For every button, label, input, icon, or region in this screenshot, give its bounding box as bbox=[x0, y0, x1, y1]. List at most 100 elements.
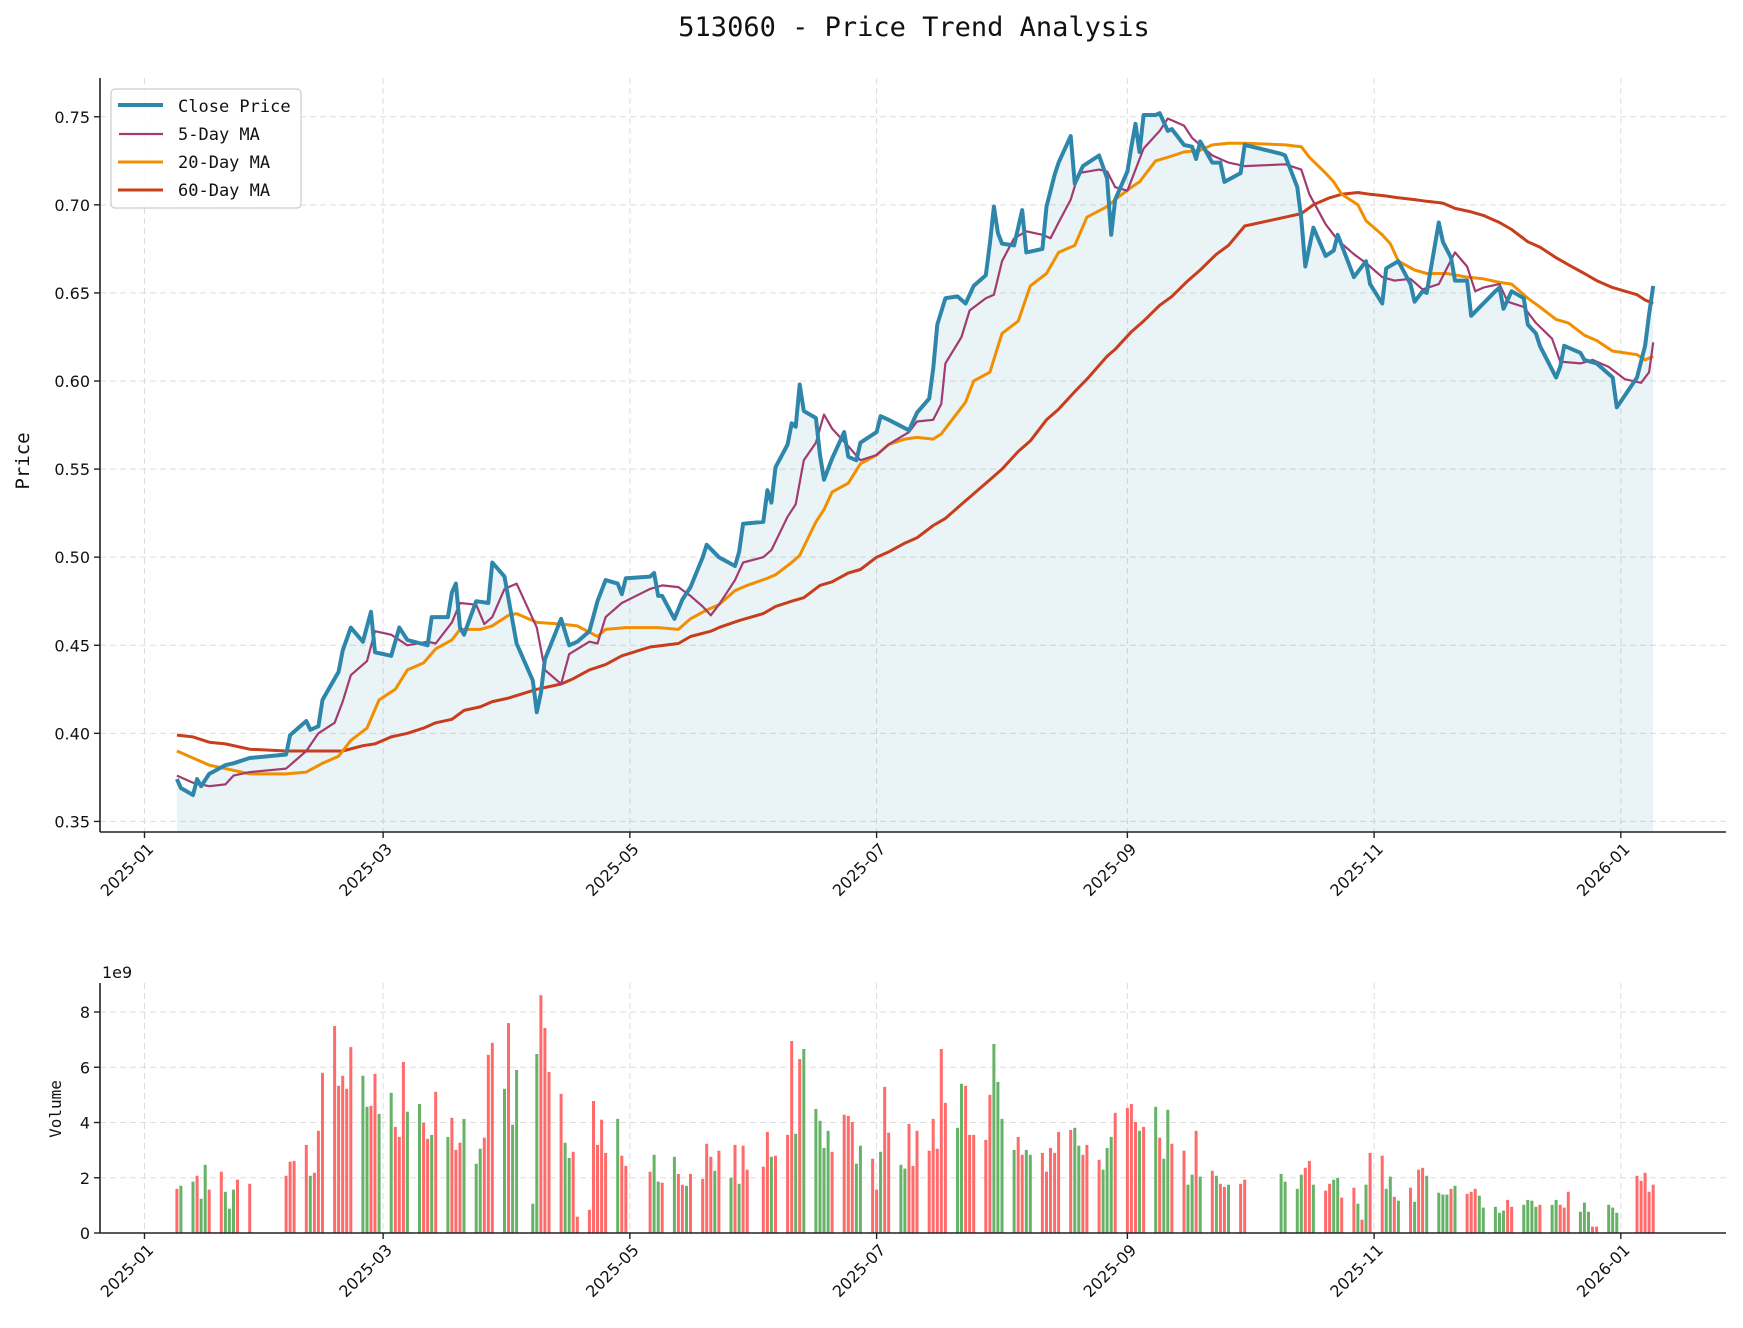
volume-bar-down bbox=[1077, 1145, 1081, 1233]
volume-bar-up bbox=[422, 1122, 426, 1233]
volume-bar-up bbox=[1506, 1199, 1510, 1233]
legend-box bbox=[110, 88, 302, 209]
volume-bar-down bbox=[389, 1092, 393, 1233]
volume-bar-down bbox=[1190, 1174, 1194, 1233]
volume-bar-down bbox=[1477, 1195, 1481, 1233]
volume-bar-down bbox=[1012, 1149, 1016, 1233]
volume-bar-up bbox=[337, 1085, 341, 1233]
volume-bar-down bbox=[769, 1156, 773, 1233]
volume-bar-up bbox=[1040, 1152, 1044, 1233]
volume-bar-up bbox=[1324, 1190, 1328, 1233]
volume-bar-up bbox=[798, 1059, 802, 1233]
volume-bar-up bbox=[1469, 1191, 1473, 1233]
volume-bar-up bbox=[887, 1132, 891, 1233]
volume-bar-up bbox=[604, 1152, 608, 1233]
volume-bar-up bbox=[1081, 1154, 1085, 1233]
price-y-tick-label: 0.40 bbox=[54, 724, 90, 743]
volume-bar-down bbox=[1283, 1181, 1287, 1233]
volume-bar-down bbox=[1186, 1184, 1190, 1233]
volume-bar-up bbox=[1129, 1104, 1133, 1233]
volume-bar-down bbox=[535, 1054, 539, 1233]
volume-bar-up bbox=[1125, 1107, 1129, 1233]
legend-label-ma5: 5-Day MA bbox=[178, 125, 260, 145]
volume-bar-up bbox=[1639, 1180, 1643, 1233]
volume-bar-up bbox=[1243, 1179, 1247, 1233]
volume-bar-up bbox=[964, 1085, 968, 1233]
volume-bar-up bbox=[539, 995, 543, 1233]
price-x-tick-label: 2025-01 bbox=[97, 839, 158, 900]
volume-bar-up bbox=[1210, 1170, 1214, 1233]
volume-bar-down bbox=[1101, 1169, 1105, 1233]
volume-bar-up bbox=[1194, 1130, 1198, 1233]
volume-bar-down bbox=[822, 1147, 826, 1233]
volume-bar-down bbox=[1498, 1212, 1501, 1233]
volume-bar-down bbox=[1166, 1109, 1170, 1233]
volume-bar-down bbox=[1364, 1184, 1368, 1233]
volume-bar-down bbox=[418, 1104, 421, 1233]
volume-bar-down bbox=[1073, 1127, 1077, 1233]
chart-title: 513060 - Price Trend Analysis bbox=[678, 12, 1149, 43]
volume-bar-up bbox=[547, 1072, 551, 1233]
volume-bar-down bbox=[1522, 1204, 1526, 1233]
volume-bar-down bbox=[1336, 1177, 1340, 1233]
volume-bar-down bbox=[1607, 1204, 1611, 1233]
volume-bar-down bbox=[515, 1070, 519, 1233]
volume-bar-down bbox=[1227, 1184, 1230, 1233]
volume-bar-up bbox=[345, 1088, 349, 1233]
volume-bar-up bbox=[624, 1165, 628, 1233]
price-y-tick-label: 0.60 bbox=[54, 372, 90, 391]
volume-bar-down bbox=[1526, 1199, 1530, 1233]
volume-bar-down bbox=[854, 1163, 858, 1233]
volume-bar-up bbox=[571, 1151, 575, 1233]
volume-bar-up bbox=[175, 1188, 179, 1233]
volume-bar-up bbox=[333, 1026, 337, 1233]
volume-bar-up bbox=[219, 1171, 223, 1233]
volume-bar-up bbox=[292, 1160, 296, 1233]
volume-bar-down bbox=[737, 1183, 741, 1233]
volume-bar-down bbox=[1295, 1188, 1299, 1233]
volume-bar-up bbox=[660, 1182, 664, 1233]
volume-bar-down bbox=[1214, 1175, 1218, 1233]
price-x-tick-label: 2026-01 bbox=[1573, 839, 1634, 900]
volume-bar-up bbox=[1340, 1197, 1344, 1233]
volume-bar-down bbox=[1587, 1211, 1590, 1233]
volume-multiplier-label: 1e9 bbox=[102, 963, 132, 982]
price-y-tick-label: 0.75 bbox=[54, 108, 90, 127]
volume-bar-down bbox=[567, 1157, 571, 1233]
volume-bar-up bbox=[850, 1122, 854, 1233]
volume-y-tick-label: 8 bbox=[80, 1003, 90, 1022]
price-y-tick-label: 0.35 bbox=[54, 812, 90, 831]
volume-bar-up bbox=[1239, 1183, 1243, 1233]
volume-bar-up bbox=[1057, 1131, 1061, 1233]
volume-bar-up bbox=[1158, 1137, 1162, 1233]
price-y-tick-label: 0.50 bbox=[54, 548, 90, 567]
volume-bar-up bbox=[915, 1130, 919, 1233]
volume-bar-down bbox=[503, 1088, 506, 1233]
volume-bar-up bbox=[931, 1118, 935, 1233]
volume-bar-up bbox=[1558, 1204, 1562, 1233]
volume-bar-up bbox=[1222, 1186, 1226, 1233]
volume-bar-up bbox=[689, 1173, 692, 1233]
volume-bar-up bbox=[236, 1179, 239, 1233]
volume-bar-up bbox=[596, 1144, 599, 1233]
close-price-line bbox=[175, 111, 1656, 797]
volume-bar-down bbox=[1105, 1147, 1109, 1233]
volume-x-tick-label: 2026-01 bbox=[1573, 1240, 1634, 1301]
volume-bar-down bbox=[1534, 1206, 1538, 1233]
volume-bar-up bbox=[765, 1131, 769, 1233]
volume-bar-down bbox=[652, 1154, 656, 1233]
volume-bar-up bbox=[790, 1041, 794, 1233]
volume-bar-up bbox=[943, 1102, 947, 1233]
volume-bar-down bbox=[462, 1118, 466, 1233]
volume-bar-up bbox=[341, 1075, 345, 1233]
volume-x-tick-label: 2025-07 bbox=[829, 1240, 890, 1301]
volume-bar-down bbox=[616, 1118, 620, 1233]
volume-bar-up bbox=[349, 1047, 353, 1233]
volume-bar-up bbox=[988, 1094, 992, 1233]
volume-bar-up bbox=[397, 1136, 401, 1233]
volume-bar-up bbox=[426, 1138, 430, 1233]
volume-bar-down bbox=[474, 1163, 478, 1233]
volume-bar-up bbox=[1392, 1196, 1396, 1233]
volume-bar-up bbox=[559, 1093, 563, 1233]
volume-bar-up bbox=[1647, 1191, 1651, 1233]
